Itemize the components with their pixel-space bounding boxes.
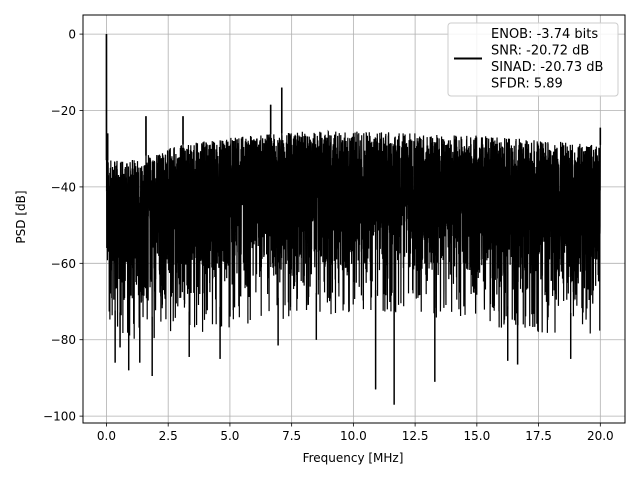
legend-entry-sinad: SINAD: -20.73 dB	[491, 60, 603, 75]
y-tick-label: −40	[51, 180, 76, 194]
plot-frame	[82, 14, 626, 424]
legend: ENOB: -3.74 bits SNR: -20.72 dB SINAD: -…	[447, 22, 619, 97]
y-tick-label: −20	[51, 104, 76, 118]
x-tick-label: 20.0	[587, 429, 614, 443]
legend-frame	[447, 22, 619, 97]
series-psd	[105, 34, 602, 405]
y-tick-label: −80	[51, 333, 76, 347]
y-axis-ticks: 0 −20 −40 −60 −80 −100	[43, 28, 83, 424]
y-tick-label: −100	[43, 410, 76, 424]
x-axis-label: Frequency [MHz]	[303, 451, 404, 465]
x-tick-label: 15.0	[463, 429, 490, 443]
x-tick-label: 10.0	[340, 429, 367, 443]
x-tick-label: 2.5	[159, 429, 178, 443]
x-tick-label: 0.0	[97, 429, 116, 443]
y-axis-label: PSD [dB]	[14, 190, 28, 243]
x-tick-label: 17.5	[525, 429, 552, 443]
x-tick-label: 5.0	[220, 429, 239, 443]
x-tick-label: 12.5	[402, 429, 429, 443]
y-tick-label: −60	[51, 257, 76, 271]
legend-entry-snr: SNR: -20.72 dB	[491, 44, 589, 59]
x-tick-label: 7.5	[282, 429, 301, 443]
x-axis-ticks: 0.0 2.5 5.0 7.5 10.0 12.5 15.0 17.5 20.0	[97, 423, 614, 443]
y-tick-label: 0	[68, 28, 76, 42]
legend-entry-enob: ENOB: -3.74 bits	[491, 27, 598, 42]
legend-entry-sfdr: SFDR: 5.89	[491, 77, 563, 92]
psd-trace	[105, 34, 601, 405]
